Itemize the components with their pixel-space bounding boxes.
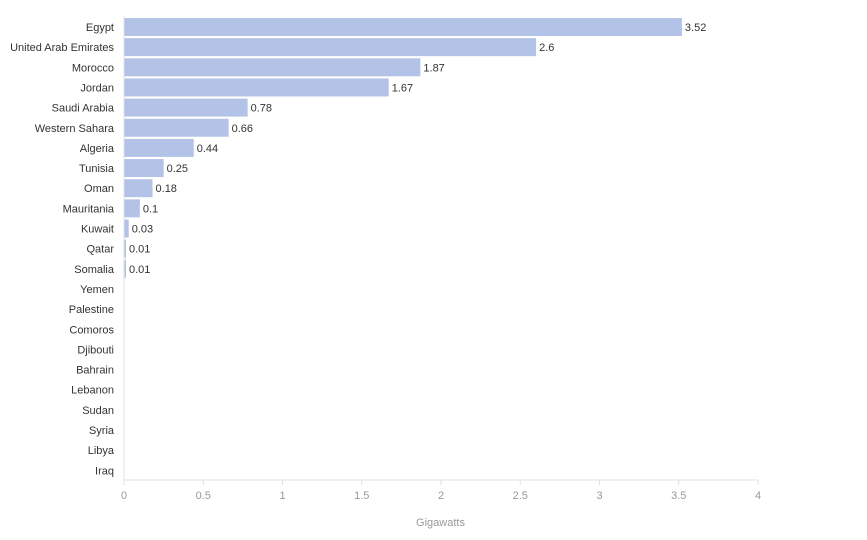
bar (124, 38, 537, 57)
value-label: 0.44 (197, 143, 218, 155)
x-tick-label: 3 (596, 490, 602, 502)
value-label: 0.1 (143, 203, 158, 215)
category-label: Western Sahara (35, 123, 115, 135)
bar (124, 18, 682, 36)
category-label: Oman (84, 183, 114, 195)
category-label: Libya (88, 445, 115, 457)
x-ticks: 0 0.5 1 1.5 2 2.5 3 3.5 4 (121, 480, 761, 502)
category-label: Kuwait (81, 224, 114, 236)
x-tick-label: 1 (279, 490, 285, 502)
value-label: 0.78 (251, 103, 272, 115)
value-label: 2.6 (539, 42, 554, 54)
category-label: Somalia (74, 264, 115, 276)
category-label: Mauritania (63, 203, 115, 215)
bar (124, 98, 248, 117)
category-label: Djibouti (77, 344, 114, 356)
value-label: 1.67 (392, 82, 413, 94)
value-label: 3.52 (685, 22, 706, 34)
value-labels: 3.52 2.6 1.87 1.67 0.78 0.66 0.44 0.25 0.18 0.1 0.… (129, 22, 706, 276)
category-label: Jordan (80, 82, 114, 94)
category-label: United Arab Emirates (10, 42, 114, 54)
value-label: 0.66 (232, 123, 253, 135)
category-label: Algeria (80, 143, 115, 155)
category-label: Comoros (69, 324, 114, 336)
category-label: Morocco (72, 62, 114, 74)
value-label: 0.01 (129, 264, 150, 276)
category-label: Sudan (82, 405, 114, 417)
category-labels: Egypt United Arab Emirates Morocco Jordan Sa… (10, 22, 115, 477)
bar (124, 58, 421, 77)
bar (124, 138, 194, 157)
bar (124, 239, 126, 258)
value-label: 0.18 (156, 183, 177, 195)
category-label: Egypt (86, 22, 114, 34)
category-label: Yemen (80, 284, 114, 296)
bar (124, 219, 129, 238)
x-tick-label: 1.5 (354, 490, 369, 502)
category-label: Syria (89, 425, 115, 437)
bars-group (124, 18, 682, 278)
category-label: Bahrain (76, 365, 114, 377)
x-tick-label: 2 (438, 490, 444, 502)
category-label: Lebanon (71, 385, 114, 397)
x-tick-label: 3.5 (671, 490, 686, 502)
x-tick-label: 2.5 (513, 490, 528, 502)
x-tick-label: 0.5 (196, 490, 211, 502)
value-label: 0.03 (132, 224, 153, 236)
category-label: Tunisia (79, 163, 115, 175)
bar (124, 118, 229, 137)
bar (124, 179, 153, 198)
category-label: Iraq (95, 465, 114, 477)
x-tick-label: 4 (755, 490, 761, 502)
x-tick-label: 0 (121, 490, 127, 502)
bar (124, 78, 389, 97)
bar (124, 159, 164, 178)
category-label: Qatar (86, 244, 114, 256)
bar (124, 259, 126, 278)
category-label: Saudi Arabia (52, 103, 115, 115)
category-label: Palestine (69, 304, 114, 316)
value-label: 1.87 (423, 62, 444, 74)
bar (124, 199, 140, 218)
value-label: 0.25 (167, 163, 188, 175)
x-axis-title: Gigawatts (416, 517, 465, 529)
value-label: 0.01 (129, 244, 150, 256)
